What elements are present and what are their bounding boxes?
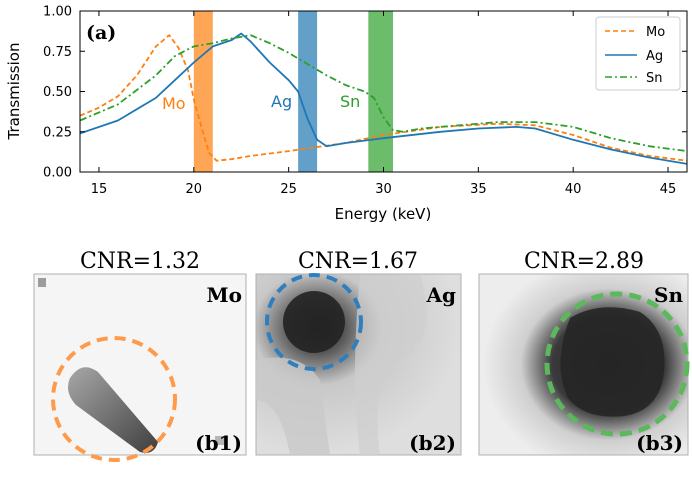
cnr-label-b3: CNR=2.89 xyxy=(524,249,644,274)
image-b2-object xyxy=(283,291,345,353)
y-axis-label: Transmission xyxy=(5,43,23,141)
legend-label-ag: Ag xyxy=(646,49,663,64)
panel-label-b3: (b3) xyxy=(636,431,683,455)
x-tick-label: 45 xyxy=(660,182,677,197)
band-ag xyxy=(298,11,318,172)
image-b2-structure xyxy=(256,357,330,455)
image-b1-object xyxy=(68,367,158,453)
x-tick-label: 40 xyxy=(565,182,582,197)
y-tick-label: 0.25 xyxy=(43,125,72,140)
image-b1-speck xyxy=(38,278,46,287)
x-axis-label: Energy (keV) xyxy=(335,205,432,223)
cnr-label-b1: CNR=1.32 xyxy=(80,249,200,274)
image-panel-b3: CNR=2.89 Sn (b3) xyxy=(478,249,690,456)
roi-circle-b3 xyxy=(544,291,690,437)
x-tick-label: 20 xyxy=(186,182,203,197)
series-line-ag xyxy=(80,32,687,165)
panel-label-a: (a) xyxy=(86,22,116,44)
element-label-b1: Mo xyxy=(207,283,242,307)
band-label-mo: Mo xyxy=(162,94,186,113)
cnr-label-b2: CNR=1.67 xyxy=(298,249,418,274)
element-label-b2: Ag xyxy=(425,283,456,307)
band-mo xyxy=(193,11,213,172)
y-ticks: 0.00 0.25 0.50 0.75 1.00 xyxy=(43,5,687,181)
image-b2-structure-2 xyxy=(355,275,427,455)
y-tick-label: 0.75 xyxy=(43,45,72,60)
y-tick-label: 0.50 xyxy=(43,85,72,100)
legend-label-sn: Sn xyxy=(646,71,663,86)
element-label-b3: Sn xyxy=(654,283,683,307)
series-line-sn xyxy=(80,34,687,152)
x-tick-label: 25 xyxy=(280,182,297,197)
roi-circle-b2 xyxy=(265,273,363,371)
series-line-mo xyxy=(80,34,687,162)
roi-circle-b1 xyxy=(51,336,177,462)
x-tick-label: 15 xyxy=(91,182,108,197)
transmission-chart: 15 20 25 30 35 40 45 0.00 0.25 0.50 0.75 1.00 Ener… xyxy=(5,5,688,223)
image-panel-b2: CNR=1.67 Ag (b2) xyxy=(255,249,462,456)
legend-box xyxy=(595,16,681,91)
band-sn xyxy=(368,11,393,172)
band-label-ag: Ag xyxy=(271,92,292,111)
series-lines xyxy=(80,32,687,165)
panel-label-b1: (b1) xyxy=(195,431,242,455)
image-b1-speck-2 xyxy=(215,436,224,445)
y-tick-label: 0.00 xyxy=(43,166,72,181)
x-ticks: 15 20 25 30 35 40 45 xyxy=(91,11,677,197)
legend: Mo Ag Sn xyxy=(595,16,681,91)
image-b3-object xyxy=(560,307,665,417)
y-tick-label: 1.00 xyxy=(43,5,72,20)
legend-label-mo: Mo xyxy=(646,25,665,40)
panel-label-b2: (b2) xyxy=(409,431,456,455)
image-panel-b1: CNR=1.32 Mo (b1) xyxy=(33,249,247,462)
x-tick-label: 30 xyxy=(375,182,392,197)
x-tick-label: 35 xyxy=(470,182,487,197)
band-label-sn: Sn xyxy=(340,92,360,111)
